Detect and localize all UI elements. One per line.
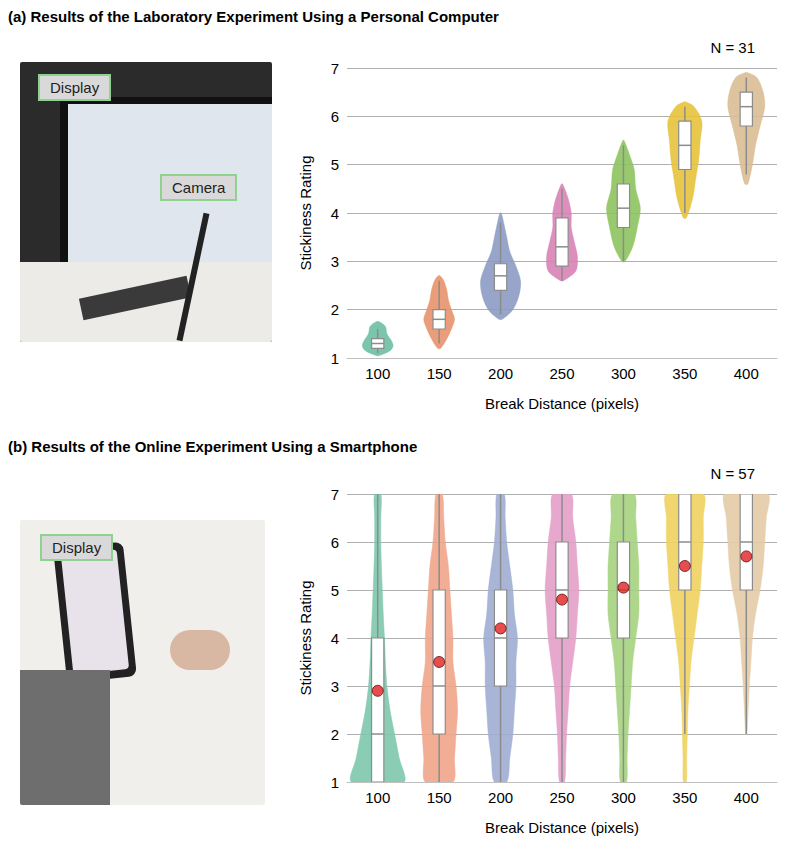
html-text:Display: Display xyxy=(52,539,102,556)
svg-text:5: 5 xyxy=(331,582,339,599)
svg-text:300: 300 xyxy=(611,789,636,806)
svg-text:300: 300 xyxy=(611,365,636,382)
svg-text:7: 7 xyxy=(331,60,339,77)
svg-text:N = 57: N = 57 xyxy=(710,465,755,482)
html-text:Display: Display xyxy=(50,79,100,96)
svg-text:350: 350 xyxy=(672,789,697,806)
svg-text:5: 5 xyxy=(331,156,339,173)
svg-text:200: 200 xyxy=(488,789,513,806)
svg-text:2: 2 xyxy=(331,301,339,318)
svg-text:350: 350 xyxy=(672,365,697,382)
svg-text:400: 400 xyxy=(734,789,759,806)
svg-text:250: 250 xyxy=(549,365,574,382)
svg-text:2: 2 xyxy=(331,726,339,743)
html-text:Camera: Camera xyxy=(172,179,226,196)
svg-text:Break Distance (pixels): Break Distance (pixels) xyxy=(485,395,639,412)
svg-text:100: 100 xyxy=(365,365,390,382)
svg-text:Stickiness Rating: Stickiness Rating xyxy=(297,580,314,695)
svg-text:150: 150 xyxy=(427,365,452,382)
svg-text:150: 150 xyxy=(427,789,452,806)
svg-text:N = 31: N = 31 xyxy=(710,39,755,56)
svg-text:Stickiness Rating: Stickiness Rating xyxy=(297,155,314,270)
html-text:(a) Results of the Laboratory: (a) Results of the Laboratory Experiment… xyxy=(8,8,499,25)
svg-text:200: 200 xyxy=(488,365,513,382)
svg-text:Break Distance (pixels): Break Distance (pixels) xyxy=(485,819,639,836)
svg-text:1: 1 xyxy=(331,774,339,791)
svg-text:6: 6 xyxy=(331,108,339,125)
svg-text:4: 4 xyxy=(331,205,339,222)
svg-text:3: 3 xyxy=(331,678,339,695)
svg-text:6: 6 xyxy=(331,534,339,551)
svg-text:7: 7 xyxy=(331,486,339,503)
svg-text:400: 400 xyxy=(734,365,759,382)
svg-text:3: 3 xyxy=(331,253,339,270)
svg-text:1: 1 xyxy=(331,350,339,367)
svg-text:4: 4 xyxy=(331,630,339,647)
svg-text:250: 250 xyxy=(549,789,574,806)
svg-text:100: 100 xyxy=(365,789,390,806)
html-text:(b) Results of the Online Expe: (b) Results of the Online Experiment Usi… xyxy=(8,438,418,455)
